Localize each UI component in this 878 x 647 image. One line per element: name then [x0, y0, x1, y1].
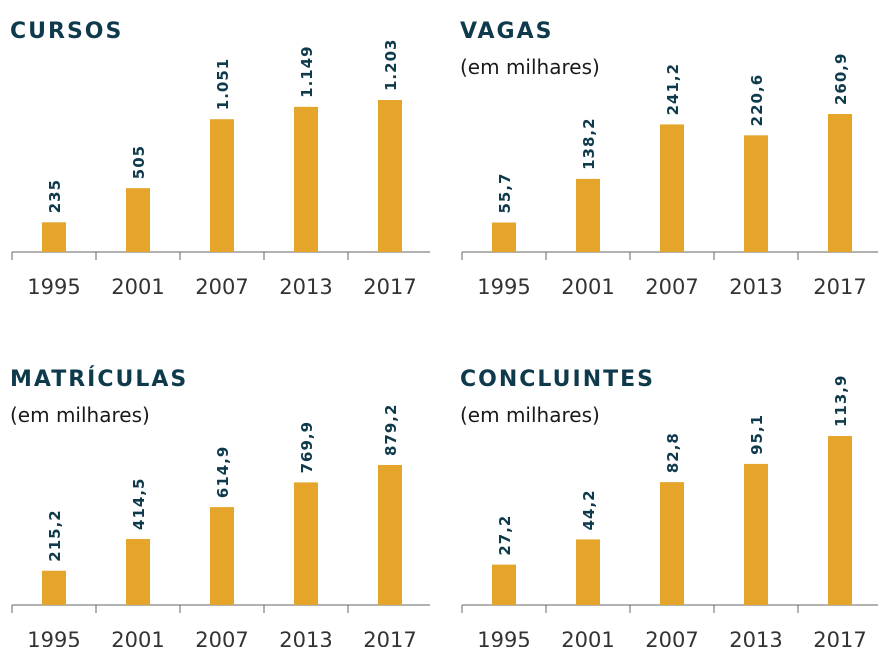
value-label: 27,2 [496, 515, 514, 556]
x-tick-label: 1995 [477, 275, 530, 299]
chart-title: CONCLUINTES [460, 367, 655, 392]
bar [492, 564, 516, 605]
bar [828, 436, 852, 605]
x-tick-label: 1995 [27, 275, 80, 299]
value-label: 1.051 [214, 58, 232, 110]
value-label: 44,2 [580, 489, 598, 530]
value-label: 241,2 [664, 63, 682, 115]
bar [576, 539, 600, 605]
x-tick-label: 2017 [813, 628, 866, 647]
bar [126, 538, 150, 605]
value-label: 614,9 [214, 446, 232, 498]
value-label: 1.203 [382, 39, 400, 91]
value-label: 138,2 [580, 117, 598, 169]
x-tick-label: 2001 [111, 275, 164, 299]
x-tick-label: 2001 [561, 628, 614, 647]
x-tick-label: 2007 [645, 628, 698, 647]
value-label: 82,8 [664, 432, 682, 473]
x-tick-label: 2007 [195, 275, 248, 299]
value-label: 414,5 [130, 478, 148, 530]
value-label: 113,9 [832, 375, 850, 427]
x-tick-label: 2007 [195, 628, 248, 647]
value-label: 220,6 [748, 74, 766, 126]
value-label: 260,9 [832, 53, 850, 105]
value-label: 1.149 [298, 45, 316, 97]
bar [42, 570, 66, 605]
bar [294, 482, 318, 605]
value-label: 505 [130, 145, 148, 179]
chart-subtitle: (em milhares) [10, 403, 150, 427]
bar [210, 119, 234, 252]
x-tick-label: 2001 [111, 628, 164, 647]
chart-subtitle: (em milhares) [460, 55, 600, 79]
value-label: 55,7 [496, 173, 514, 214]
bar [42, 222, 66, 252]
x-tick-label: 2001 [561, 275, 614, 299]
value-label: 235 [46, 179, 64, 213]
x-tick-label: 2007 [645, 275, 698, 299]
x-tick-label: 2017 [813, 275, 866, 299]
x-tick-label: 2013 [729, 275, 782, 299]
bar [660, 482, 684, 605]
x-tick-label: 2017 [363, 275, 416, 299]
x-tick-label: 2013 [279, 628, 332, 647]
value-label: 879,2 [382, 404, 400, 456]
x-tick-label: 1995 [477, 628, 530, 647]
x-tick-label: 2017 [363, 628, 416, 647]
chart-title: MATRÍCULAS [10, 366, 188, 392]
chart-title: CURSOS [10, 19, 123, 44]
bar [294, 106, 318, 253]
bar [744, 463, 768, 605]
value-label: 95,1 [748, 414, 766, 455]
bar [126, 188, 150, 252]
bar [492, 222, 516, 252]
bar [828, 114, 852, 252]
x-tick-label: 2013 [729, 628, 782, 647]
bar [576, 178, 600, 252]
x-tick-label: 1995 [27, 628, 80, 647]
value-label: 769,9 [298, 421, 316, 473]
bar [378, 100, 402, 252]
bar [378, 465, 402, 605]
value-label: 215,2 [46, 509, 64, 561]
bar [744, 135, 768, 252]
bar [660, 124, 684, 252]
chart-title: VAGAS [460, 19, 554, 44]
chart-subtitle: (em milhares) [460, 403, 600, 427]
bar [210, 507, 234, 605]
x-tick-label: 2013 [279, 275, 332, 299]
